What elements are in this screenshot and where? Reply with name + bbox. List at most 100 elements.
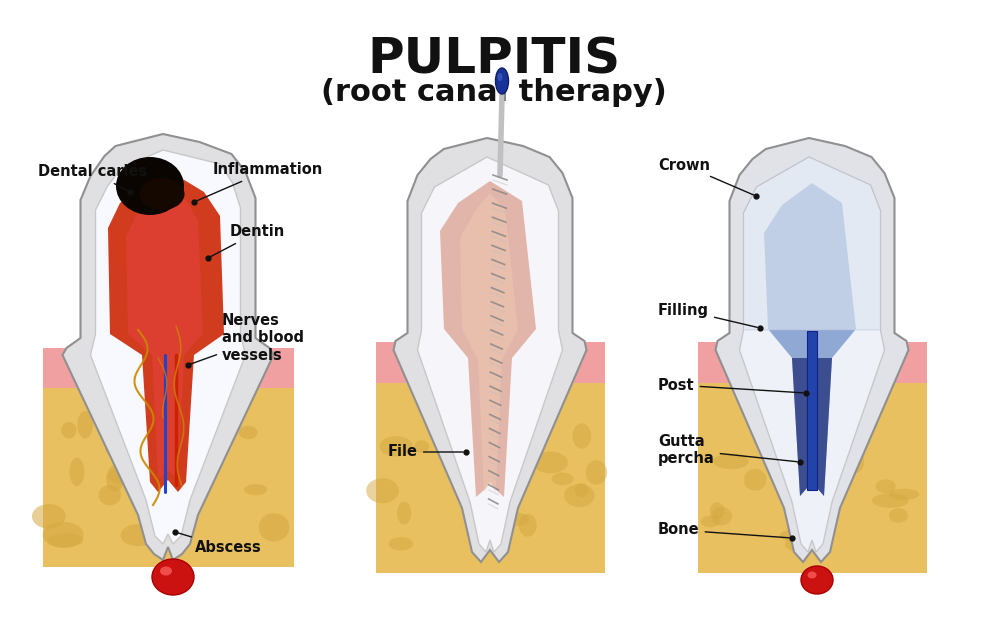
Ellipse shape (388, 537, 413, 551)
Ellipse shape (534, 452, 568, 473)
Polygon shape (91, 150, 245, 544)
Ellipse shape (69, 458, 84, 486)
Ellipse shape (379, 436, 413, 457)
Ellipse shape (498, 73, 503, 81)
Polygon shape (108, 175, 224, 492)
Ellipse shape (480, 436, 514, 445)
Ellipse shape (575, 483, 589, 497)
Polygon shape (42, 348, 293, 388)
Text: Crown: Crown (658, 158, 754, 195)
Ellipse shape (99, 485, 122, 505)
Ellipse shape (160, 566, 172, 576)
Ellipse shape (77, 411, 93, 439)
Ellipse shape (784, 537, 815, 552)
Ellipse shape (586, 460, 607, 485)
Ellipse shape (184, 414, 206, 431)
Polygon shape (698, 342, 927, 383)
Ellipse shape (823, 440, 840, 454)
Polygon shape (807, 331, 817, 490)
Ellipse shape (787, 521, 816, 536)
Ellipse shape (833, 406, 855, 422)
Ellipse shape (744, 469, 767, 491)
Ellipse shape (238, 426, 258, 439)
Polygon shape (817, 358, 832, 496)
Ellipse shape (116, 157, 184, 215)
Text: Post: Post (658, 378, 803, 393)
Ellipse shape (875, 479, 896, 493)
Polygon shape (126, 188, 203, 480)
Ellipse shape (61, 422, 76, 439)
Text: Nerves
and blood
vessels: Nerves and blood vessels (191, 313, 304, 364)
Text: Dentin: Dentin (210, 224, 286, 257)
Ellipse shape (185, 487, 200, 516)
Polygon shape (375, 342, 605, 383)
Ellipse shape (447, 394, 468, 408)
Polygon shape (393, 138, 587, 562)
Ellipse shape (458, 473, 490, 490)
Polygon shape (739, 157, 884, 552)
Ellipse shape (551, 473, 573, 485)
Polygon shape (62, 134, 274, 560)
Ellipse shape (139, 178, 185, 210)
Ellipse shape (888, 488, 919, 500)
Ellipse shape (108, 468, 133, 484)
Ellipse shape (152, 559, 194, 595)
Ellipse shape (496, 68, 509, 94)
Ellipse shape (711, 507, 732, 526)
Ellipse shape (105, 407, 137, 426)
Ellipse shape (770, 412, 795, 429)
Text: File: File (388, 444, 463, 460)
Text: Gutta
percha: Gutta percha (658, 434, 797, 466)
Ellipse shape (107, 465, 124, 492)
Ellipse shape (414, 440, 429, 453)
Ellipse shape (850, 450, 864, 473)
Ellipse shape (106, 437, 139, 460)
Polygon shape (715, 138, 909, 562)
Ellipse shape (794, 417, 808, 432)
Ellipse shape (850, 396, 866, 414)
Ellipse shape (801, 566, 833, 594)
Ellipse shape (123, 432, 160, 449)
Ellipse shape (871, 493, 909, 508)
Ellipse shape (713, 454, 749, 469)
Polygon shape (764, 183, 856, 496)
Ellipse shape (397, 502, 411, 525)
Ellipse shape (221, 407, 245, 419)
Text: (root canal therapy): (root canal therapy) (321, 78, 667, 107)
Polygon shape (375, 383, 605, 573)
Ellipse shape (709, 502, 724, 519)
Polygon shape (418, 157, 562, 552)
Polygon shape (792, 358, 807, 496)
Text: Bone: Bone (658, 523, 789, 538)
Text: Filling: Filling (658, 303, 757, 327)
Text: Inflammation: Inflammation (197, 163, 323, 201)
Ellipse shape (501, 512, 530, 526)
Ellipse shape (42, 522, 84, 548)
Polygon shape (744, 157, 880, 330)
Ellipse shape (700, 515, 720, 528)
Ellipse shape (460, 483, 474, 506)
Ellipse shape (47, 533, 83, 547)
Ellipse shape (807, 571, 816, 579)
Ellipse shape (780, 529, 815, 543)
Polygon shape (440, 181, 536, 497)
Ellipse shape (519, 514, 536, 536)
Text: Dental caries: Dental caries (38, 164, 147, 191)
Text: Abscess: Abscess (178, 533, 262, 556)
Ellipse shape (32, 504, 66, 529)
Ellipse shape (121, 524, 155, 546)
Ellipse shape (367, 478, 399, 503)
Ellipse shape (572, 423, 591, 449)
Ellipse shape (259, 513, 289, 541)
Ellipse shape (147, 502, 167, 522)
Polygon shape (42, 388, 293, 567)
Polygon shape (698, 383, 927, 573)
Ellipse shape (244, 484, 267, 495)
Ellipse shape (456, 443, 474, 457)
Ellipse shape (159, 416, 200, 442)
Polygon shape (460, 193, 518, 492)
Ellipse shape (889, 508, 908, 523)
Ellipse shape (175, 402, 206, 416)
Text: PULPITIS: PULPITIS (368, 35, 620, 83)
Ellipse shape (564, 484, 595, 507)
